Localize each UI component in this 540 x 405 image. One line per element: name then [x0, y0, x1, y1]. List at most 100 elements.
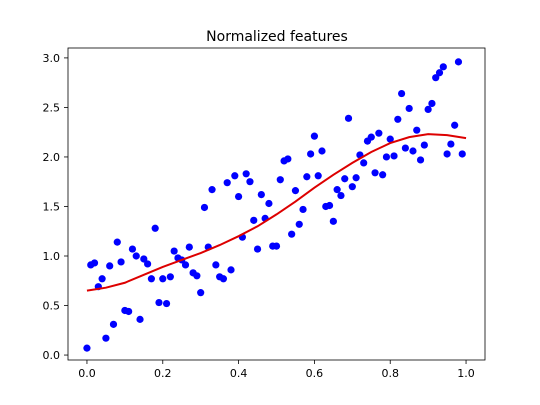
scatter-point — [443, 150, 451, 158]
scatter-point — [197, 289, 205, 297]
y-tick-label: 1.5 — [43, 200, 61, 213]
scatter-point — [250, 216, 258, 224]
scatter-point — [420, 141, 428, 149]
axes: 0.0 0.2 0.4 0.6 0.8 1.0 0.0 0.5 1.0 1.5 2.0 2.5 3.0 — [43, 47, 486, 380]
scatter-point — [382, 153, 391, 161]
scatter-point — [314, 172, 322, 180]
scatter-point — [185, 243, 193, 251]
scatter-point — [253, 245, 262, 253]
scatter-point — [193, 272, 201, 280]
scatter-point — [299, 205, 307, 214]
scatter-point — [98, 275, 106, 283]
scatter-point — [405, 104, 413, 113]
scatter-point — [333, 186, 341, 194]
scatter-point — [432, 74, 440, 82]
y-tick-label: 2.5 — [43, 101, 61, 114]
scatter-point — [401, 144, 409, 152]
scatter-point — [242, 170, 250, 178]
x-tick-label: 1.0 — [457, 367, 475, 380]
scatter-point — [276, 176, 284, 184]
scatter-point — [265, 199, 273, 208]
scatter-point — [147, 275, 155, 283]
x-tick-label: 0.8 — [381, 367, 399, 380]
y-tick-label: 2.0 — [43, 151, 61, 164]
scatter-point — [424, 105, 432, 114]
scatter-point — [200, 203, 209, 212]
y-tick-label: 3.0 — [43, 52, 61, 65]
axes-frame — [67, 47, 486, 361]
plot-area — [83, 58, 467, 352]
scatter-point — [318, 147, 326, 155]
scatter-point — [325, 201, 334, 210]
scatter-point — [291, 187, 300, 195]
scatter-point — [428, 99, 436, 108]
scatter-point — [348, 183, 356, 191]
scatter-point — [295, 220, 303, 228]
scatter-point — [246, 178, 254, 186]
scatter-point — [208, 186, 216, 194]
x-tick-label: 0.4 — [230, 367, 248, 380]
scatter-point — [344, 114, 353, 122]
scatter-point — [341, 175, 349, 183]
scatter-point — [375, 129, 383, 137]
scatter-point — [458, 150, 466, 158]
scatter-point — [181, 261, 190, 269]
x-tick-label: 0.2 — [154, 367, 172, 380]
scatter-point — [451, 121, 459, 129]
chart-title: Normalized features — [206, 29, 348, 45]
scatter-point — [416, 156, 425, 164]
scatter-point — [90, 259, 99, 267]
scatter-point — [409, 147, 417, 155]
scatter-point — [125, 307, 133, 316]
scatter-point — [379, 171, 387, 179]
scatter-point — [454, 58, 463, 66]
scatter-point — [284, 155, 292, 163]
scatter-point — [447, 140, 455, 148]
scatter-point — [303, 173, 311, 181]
scatter-point — [102, 334, 110, 342]
y-tick-label: 0.0 — [43, 349, 61, 362]
scatter-point — [367, 133, 375, 141]
scatter-point — [390, 152, 398, 160]
scatter-point — [128, 245, 137, 253]
scatter-point — [162, 299, 171, 308]
scatter-point — [231, 172, 239, 180]
scatter-point — [360, 159, 368, 167]
scatter-point — [371, 169, 379, 177]
scatter-point — [386, 135, 394, 143]
scatter-point — [352, 174, 360, 182]
scatter-point — [288, 230, 296, 238]
scatter-point — [223, 179, 231, 187]
scatter-point — [106, 262, 114, 270]
scatter-point — [394, 115, 402, 123]
scatter-point — [227, 266, 235, 274]
x-tick-label: 0.6 — [306, 367, 324, 380]
scatter-point — [144, 260, 152, 268]
scatter-point — [83, 344, 91, 352]
scatter-point — [272, 242, 281, 250]
scatter-point — [136, 315, 144, 323]
scatter-point — [166, 273, 174, 281]
scatter-point — [413, 126, 421, 134]
scatter-point — [109, 320, 118, 328]
scatter-point — [212, 261, 220, 269]
scatter-point — [117, 258, 125, 266]
scatter-point — [132, 252, 140, 260]
fit-curve — [86, 133, 467, 292]
y-tick-label: 0.5 — [43, 300, 61, 313]
scatter-point — [155, 298, 163, 307]
scatter-point — [113, 238, 121, 246]
scatter-point — [329, 217, 337, 225]
scatter-point — [257, 190, 265, 199]
scatter-point — [140, 255, 148, 263]
scatter-point — [159, 275, 167, 283]
scatter-point — [170, 247, 178, 255]
x-tick-label: 0.0 — [78, 367, 96, 380]
scatter-point — [151, 224, 159, 232]
scatter-point — [435, 69, 444, 77]
scatter-point — [234, 192, 243, 201]
scatter-point — [310, 132, 319, 140]
scatter-point — [439, 63, 447, 71]
y-tick-label: 1.0 — [43, 250, 61, 263]
